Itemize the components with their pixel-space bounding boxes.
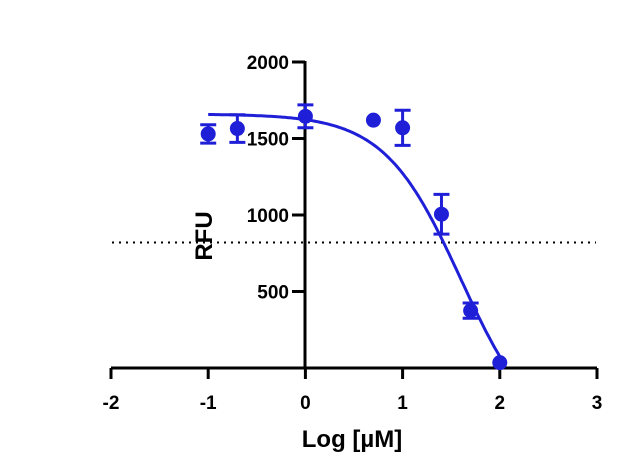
data-point-marker	[492, 355, 508, 371]
axes: -2 -1 0 1 2 3 500 1000 1500 2000	[103, 53, 603, 414]
data-point-marker	[297, 108, 313, 124]
fit-curve-layer	[208, 113, 502, 358]
fit-curve	[208, 113, 502, 358]
data-point	[297, 103, 314, 130]
x-tick-label: -2	[103, 393, 120, 414]
y-tick-label: 1500	[247, 130, 289, 151]
data-point-marker	[200, 126, 216, 142]
x-tick-label: 2	[495, 393, 506, 414]
data-point	[229, 113, 246, 144]
data-point	[394, 108, 411, 147]
axis-labels: Log [µM] RFU	[191, 211, 402, 453]
y-tick-label: 500	[257, 283, 289, 304]
data-point	[200, 123, 217, 145]
data-point	[492, 355, 508, 371]
data-point-marker	[463, 303, 479, 319]
x-tick-label: 0	[300, 393, 311, 414]
data-point	[462, 301, 479, 320]
data-point-marker	[365, 112, 381, 128]
y-tick-label: 1000	[247, 206, 289, 227]
data-points	[200, 103, 508, 371]
y-axis-title: RFU	[191, 211, 218, 260]
y-tick-label: 2000	[247, 53, 289, 74]
x-tick-label: -1	[200, 393, 217, 414]
data-point-marker	[433, 206, 449, 222]
data-point-marker	[229, 121, 245, 137]
x-tick-label: 1	[397, 393, 408, 414]
data-point	[365, 112, 381, 128]
x-axis-title: Log [µM]	[302, 426, 402, 453]
x-tick-label: 3	[592, 393, 603, 414]
data-point	[433, 192, 450, 236]
data-point-marker	[395, 120, 411, 136]
